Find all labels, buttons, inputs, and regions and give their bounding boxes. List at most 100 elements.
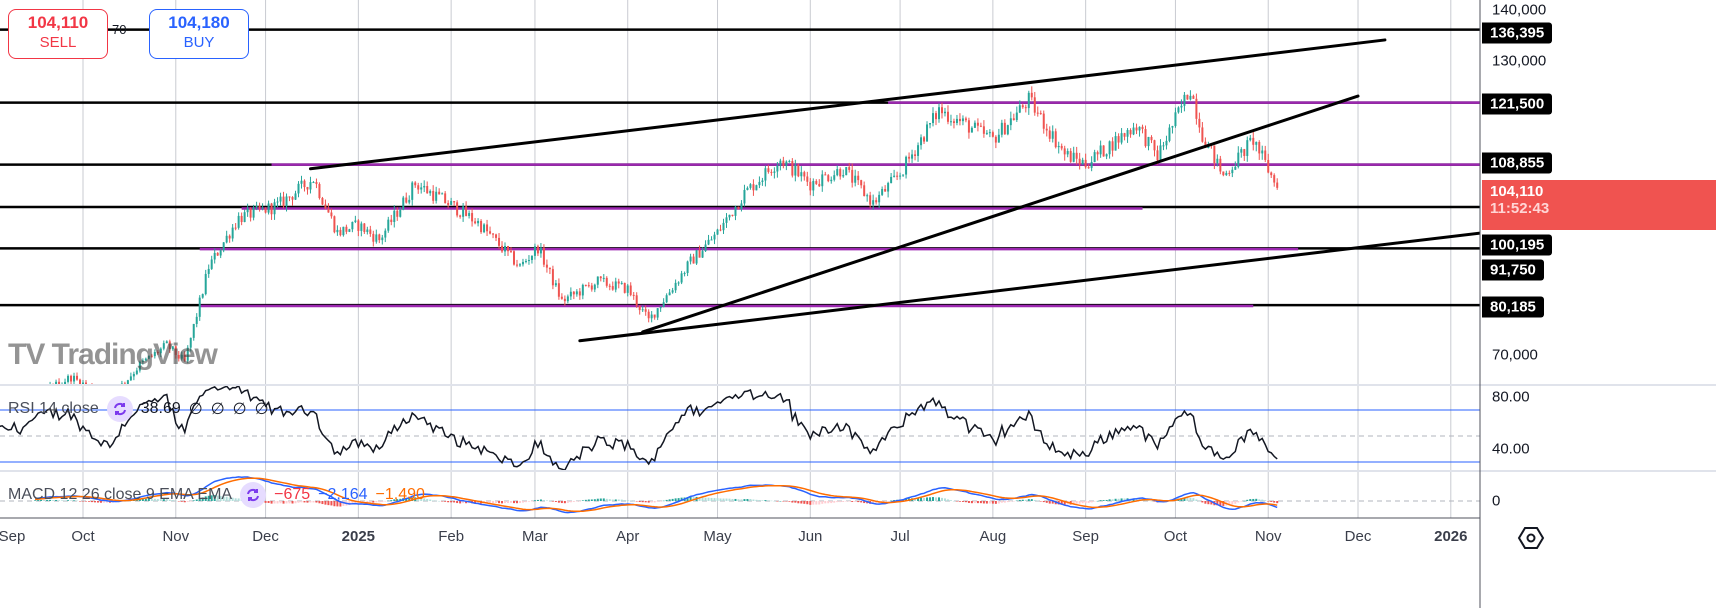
- candle-body: [141, 360, 144, 362]
- macd-histogram-bar: [860, 501, 863, 503]
- macd-histogram-bar: [1093, 501, 1096, 502]
- candle-body: [671, 290, 674, 293]
- candle-body: [70, 375, 73, 382]
- macd-histogram-bar: [851, 501, 854, 502]
- candle-body: [345, 226, 348, 232]
- candle-body: [73, 375, 76, 382]
- candle-body: [707, 239, 710, 245]
- macd-histogram-bar: [177, 501, 180, 502]
- macd-histogram-bar: [393, 499, 396, 501]
- trendline: [308, 38, 1387, 171]
- time-axis-label: Sep: [1072, 528, 1099, 545]
- candle-body: [932, 113, 935, 124]
- candle-body: [937, 107, 940, 120]
- candle-body: [123, 383, 126, 384]
- candle-body: [1063, 148, 1066, 155]
- candle-body: [737, 206, 740, 209]
- candle-body: [659, 306, 662, 309]
- candle-body: [1105, 154, 1108, 157]
- macd-histogram-bar: [946, 499, 949, 501]
- candle-body: [1042, 113, 1045, 129]
- candle-body: [76, 375, 79, 380]
- macd-histogram-bar: [1123, 498, 1126, 501]
- macd-histogram-bar: [626, 500, 629, 501]
- candle-body: [40, 389, 42, 390]
- grid-lines: [82, 0, 1452, 518]
- macd-histogram-bar: [1231, 501, 1234, 505]
- macd-histogram-bar: [492, 501, 495, 504]
- candle-body: [330, 212, 333, 217]
- macd-histogram-bar: [614, 499, 617, 501]
- candle-body: [1186, 94, 1189, 100]
- candle-body: [1198, 118, 1201, 128]
- refresh-icon[interactable]: [106, 396, 133, 422]
- candle-body: [764, 168, 767, 181]
- candle-body: [1102, 145, 1105, 157]
- macd-histogram-bar: [1264, 500, 1267, 501]
- candle-body: [300, 180, 303, 184]
- candle-body: [1267, 159, 1270, 173]
- candle-body: [1099, 145, 1102, 155]
- macd-histogram-bar: [920, 497, 923, 501]
- macd-histogram-bar: [1048, 501, 1051, 504]
- macd-histogram-bar: [1276, 501, 1279, 504]
- candle-body: [1234, 166, 1237, 170]
- rsi-legend[interactable]: RSI 14 close 38.69 ∅ ∅ ∅ ∅: [8, 396, 269, 422]
- candle-body: [58, 381, 61, 384]
- trendlines[interactable]: [308, 38, 1480, 343]
- candle-body: [1024, 107, 1027, 109]
- candle-body: [474, 221, 477, 224]
- candle-body: [695, 250, 698, 264]
- macd-histogram-bar: [1204, 501, 1207, 504]
- settings-icon[interactable]: [1517, 524, 1545, 552]
- candle-body: [1147, 136, 1150, 147]
- candle-body: [917, 145, 920, 156]
- macd-histogram-bar: [725, 498, 728, 501]
- macd-histogram-bar: [1135, 498, 1138, 501]
- time-axis-label: Nov: [162, 528, 190, 545]
- candle-body: [279, 196, 282, 202]
- macd-histogram-bar: [231, 497, 234, 501]
- candle-body: [429, 190, 432, 194]
- candle-body: [1018, 105, 1021, 113]
- candle-body: [342, 226, 345, 236]
- buy-button[interactable]: 104,180 BUY: [149, 9, 249, 59]
- macd-histogram-bar: [515, 501, 518, 504]
- candle-body: [755, 185, 758, 191]
- macd-histogram-bar: [420, 498, 423, 501]
- macd-legend[interactable]: MACD 12 26 close 9 EMA EMA −675 −2,164 −…: [8, 482, 425, 508]
- candle-body: [417, 185, 420, 190]
- time-axis-label: Jul: [890, 528, 910, 545]
- macd-histogram-bar: [156, 499, 159, 501]
- macd-histogram-bar: [37, 500, 40, 501]
- macd-histogram-bar: [1150, 500, 1153, 502]
- macd-histogram-bar: [336, 501, 339, 507]
- macd-axis-label: 0: [1492, 492, 1501, 510]
- candle-body: [542, 247, 545, 265]
- macd-histogram-bar: [186, 501, 189, 502]
- rsi-extra: ∅: [210, 401, 225, 418]
- macd-histogram-bar: [282, 501, 285, 504]
- candle-body: [471, 213, 474, 222]
- candle-body: [749, 184, 752, 188]
- candle-body: [1240, 149, 1243, 153]
- candle-body: [602, 277, 605, 279]
- candle-body: [854, 175, 857, 183]
- macd-histogram-bar: [767, 500, 770, 501]
- sell-button[interactable]: 104,110 SELL: [8, 9, 108, 59]
- macd-histogram-bar: [961, 501, 964, 502]
- refresh-icon[interactable]: [240, 482, 267, 508]
- macd-histogram-bar: [1006, 501, 1009, 503]
- macd-histogram-bar: [551, 501, 554, 502]
- candle-body: [785, 161, 788, 166]
- macd-histogram-bar: [836, 501, 839, 503]
- time-axis-label: Mar: [522, 528, 548, 545]
- candle-body: [1120, 133, 1123, 143]
- candle-body: [1048, 130, 1051, 139]
- rsi-extra: ∅: [232, 401, 247, 418]
- macd-histogram-bar: [306, 501, 309, 503]
- candle-body: [339, 229, 342, 236]
- candle-body: [635, 295, 638, 306]
- candle-body: [306, 187, 309, 190]
